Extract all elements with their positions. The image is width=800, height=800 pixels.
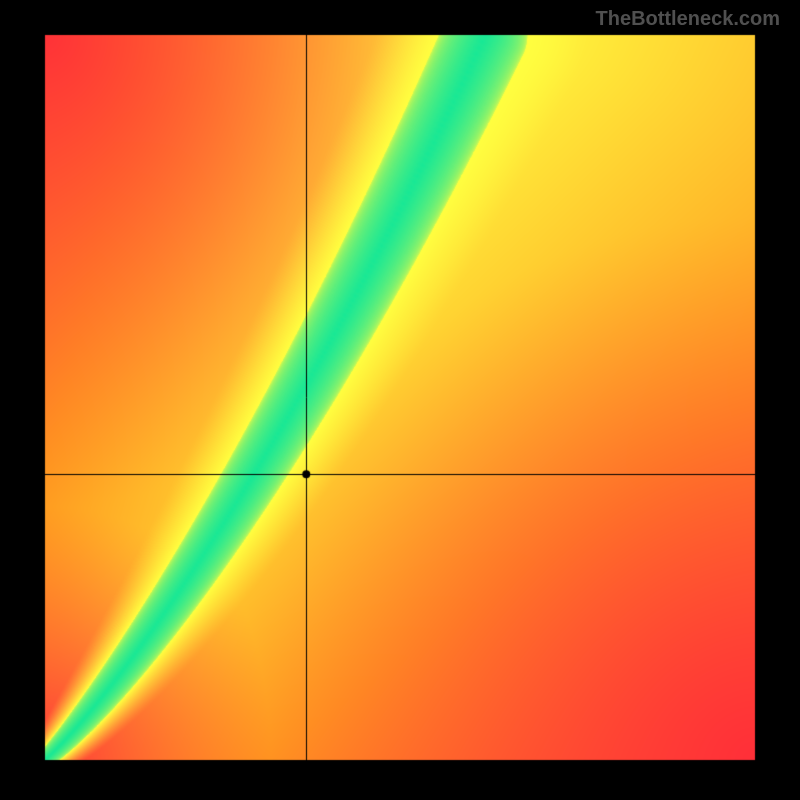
chart-container: TheBottleneck.com (0, 0, 800, 800)
watermark-text: TheBottleneck.com (596, 8, 780, 31)
bottleneck-heatmap-canvas (0, 0, 800, 800)
